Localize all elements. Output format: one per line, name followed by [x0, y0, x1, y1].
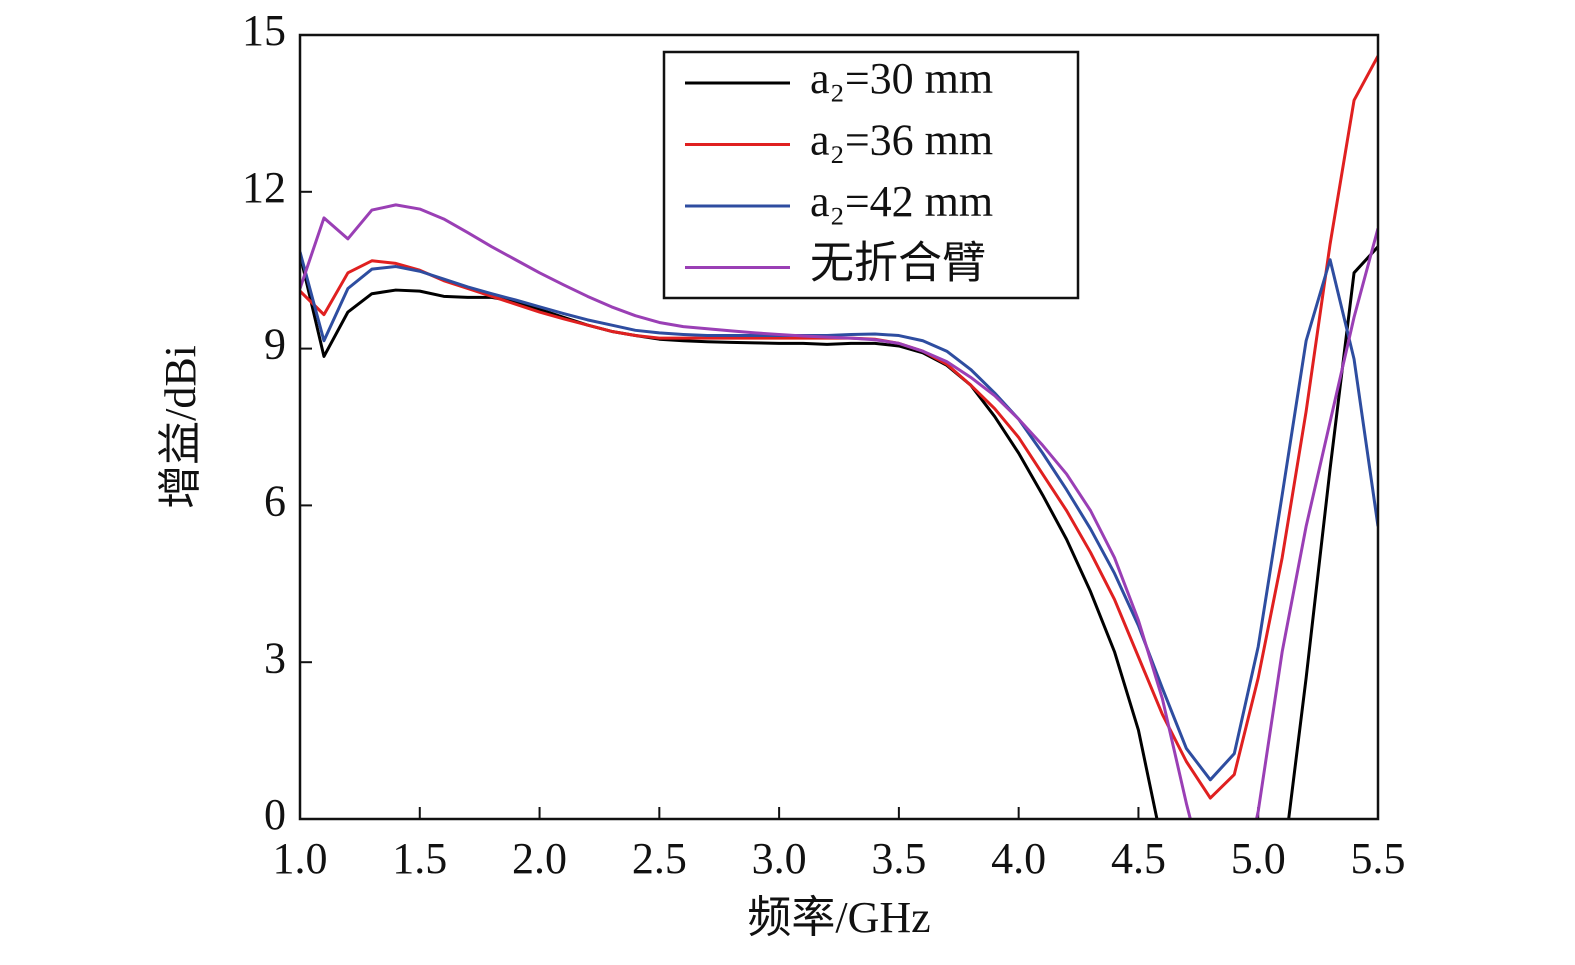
- y-axis-label: 增益/dBi: [156, 345, 205, 509]
- x-axis-label: 频率/GHz: [747, 893, 930, 942]
- y-tick-label: 3: [264, 633, 286, 682]
- plot-lines: [300, 55, 1378, 819]
- x-tick-label: 1.5: [392, 834, 447, 883]
- x-tick-label: 4.5: [1111, 834, 1166, 883]
- x-tick-label: 2.5: [632, 834, 687, 883]
- x-tick-label: 1.0: [273, 834, 328, 883]
- series-line: [300, 245, 1378, 819]
- legend: a₂=30 mm a₂=36 mm a₂=42 mm 无折合臂: [662, 50, 1080, 300]
- x-tick-label: 5.5: [1351, 834, 1406, 883]
- plot-frame: [298, 33, 1380, 821]
- x-tick-label: 3.0: [752, 834, 807, 883]
- y-tick-label: 0: [264, 790, 286, 839]
- legend-label: a₂=36 mm: [810, 116, 993, 165]
- x-tick-label: 5.0: [1231, 834, 1286, 883]
- legend-box: [662, 50, 1080, 300]
- y-tick-label: 9: [264, 320, 286, 369]
- x-tick-label: 2.0: [512, 834, 567, 883]
- legend-label: 无折合臂: [810, 239, 986, 288]
- x-tick-label: 3.5: [871, 834, 926, 883]
- y-tick-label: 12: [242, 163, 286, 212]
- legend-label: a₂=30 mm: [810, 54, 993, 103]
- x-tick-label: 4.0: [991, 834, 1046, 883]
- legend-label: a₂=42 mm: [810, 177, 993, 226]
- series-line: [300, 203, 1378, 819]
- series-line: [300, 251, 1378, 782]
- y-tick-label: 6: [264, 476, 286, 525]
- y-tick-label: 15: [242, 6, 286, 55]
